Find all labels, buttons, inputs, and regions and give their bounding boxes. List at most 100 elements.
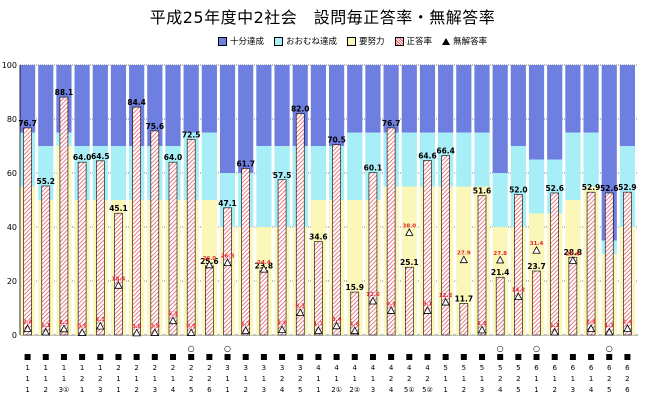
x-tick-label: ○ 5 2 4 [497, 344, 504, 394]
category-part: 1 [443, 386, 447, 394]
correct-label: 64.6 [418, 152, 437, 161]
x-tick-label: 1 1 3① [59, 354, 70, 394]
category-box [551, 354, 558, 360]
no-answer-marker [605, 327, 614, 336]
no-answer-marker [187, 328, 196, 336]
category-part: 1 [171, 375, 175, 383]
category-box [133, 354, 140, 360]
category-part: 6 [625, 364, 630, 372]
band-fully [474, 65, 490, 133]
category-part: 1 [25, 375, 29, 383]
band-fully [110, 65, 127, 146]
x-tick-label: 1 2 1 [79, 354, 86, 394]
x-tick-label: 5 1 2 [460, 354, 467, 394]
x-tick-label: 4 1 1 [315, 354, 322, 394]
category-part: 1 [62, 375, 66, 383]
y-tick-label: 20 [7, 277, 17, 286]
category-part: 1 [116, 386, 120, 394]
category-part: 6 [625, 386, 630, 394]
x-tick-label: 1 1 1 [24, 354, 31, 394]
category-part: 4 [407, 364, 412, 372]
category-box [588, 354, 595, 360]
correct-bar [150, 130, 160, 336]
band-fully [92, 65, 108, 146]
category-box [242, 354, 249, 360]
category-box [460, 354, 467, 360]
category-part: 5② [422, 386, 433, 394]
correct-bar [223, 207, 232, 336]
x-tick-label: 4 1 2① [331, 354, 342, 394]
correct-bar [459, 303, 469, 336]
no-answer-marker [532, 245, 541, 254]
correct-label: 47.1 [218, 199, 237, 208]
no-answer-marker [96, 321, 105, 330]
category-part: 5 [480, 364, 484, 372]
correct-bar [623, 191, 632, 336]
correct-bar [568, 256, 578, 336]
no-answer-marker [150, 328, 159, 336]
band-fully [456, 65, 472, 133]
legend-item-noanswer: 無解答率 [442, 34, 487, 48]
category-box [188, 354, 195, 360]
category-part: 5 [516, 364, 520, 372]
no-answer-marker [368, 296, 378, 305]
x-tick-label: ○ 3 1 1 [224, 344, 231, 394]
category-part: 1 [353, 375, 357, 383]
no-answer-label: 3.3 [95, 317, 105, 323]
category-box [97, 354, 104, 360]
category-part: 1 [25, 386, 29, 394]
band-mostly [456, 132, 472, 187]
category-part: 3① [59, 386, 70, 394]
category-part: 4 [334, 364, 339, 372]
no-answer-label: 9.1 [423, 301, 433, 307]
category-box [569, 354, 576, 360]
band-fully [419, 65, 436, 133]
legend-swatch-effort [347, 36, 357, 46]
correct-bar [368, 172, 378, 336]
category-part: 2 [516, 375, 520, 383]
y-tick-label: 80 [7, 115, 17, 124]
category-part: 3 [571, 386, 575, 394]
category-part: 2 [189, 375, 193, 383]
x-tick-label: 3 2 5 [297, 354, 304, 394]
no-answer-marker [586, 324, 596, 332]
category-part: 5 [498, 364, 502, 372]
chart-title: 平成25年度中2社会 設問毎正答率・無解答率 [149, 8, 496, 27]
band-fully [510, 65, 526, 146]
category-part: 1 [534, 386, 538, 394]
correct-label: 76.7 [382, 119, 401, 128]
correct-label: 61.7 [236, 159, 255, 168]
no-answer-label: 12.6 [366, 292, 380, 298]
category-part: 4 [353, 364, 358, 372]
correct-label: 70.5 [327, 136, 346, 145]
band-mostly [347, 132, 363, 200]
no-answer-label: 0.8 [132, 324, 142, 330]
category-box [279, 354, 286, 360]
no-answer-label: 1.9 [477, 321, 487, 327]
x-tick-label: 3 2 4 [279, 354, 286, 394]
no-answer-label: 2.4 [623, 320, 633, 326]
correct-label: 82.0 [291, 105, 310, 114]
category-part: 1 [116, 375, 120, 383]
band-fully [219, 65, 236, 173]
category-part: 3 [480, 386, 484, 394]
legend-swatch-mostly [274, 36, 284, 46]
category-box [60, 354, 67, 360]
x-tick-label: 4 2 5① [404, 354, 415, 394]
category-part: 3 [243, 364, 247, 372]
x-tick-label: 6 1 4 [588, 354, 595, 394]
category-box [388, 354, 395, 360]
no-answer-marker [114, 280, 123, 289]
x-tick-label: 4 2 5② [422, 354, 433, 394]
band-fully [619, 65, 635, 146]
band-mostly [110, 146, 127, 200]
no-answer-label: 1.1 [550, 323, 560, 329]
category-part: 2 [171, 364, 175, 372]
x-tick-label: 6 1 3 [569, 354, 576, 394]
category-part: 5 [516, 386, 520, 394]
category-part: 1 [62, 364, 66, 372]
band-fully [274, 65, 290, 146]
no-answer-marker [59, 324, 69, 333]
category-box [206, 354, 213, 360]
category-part: 2 [207, 364, 211, 372]
